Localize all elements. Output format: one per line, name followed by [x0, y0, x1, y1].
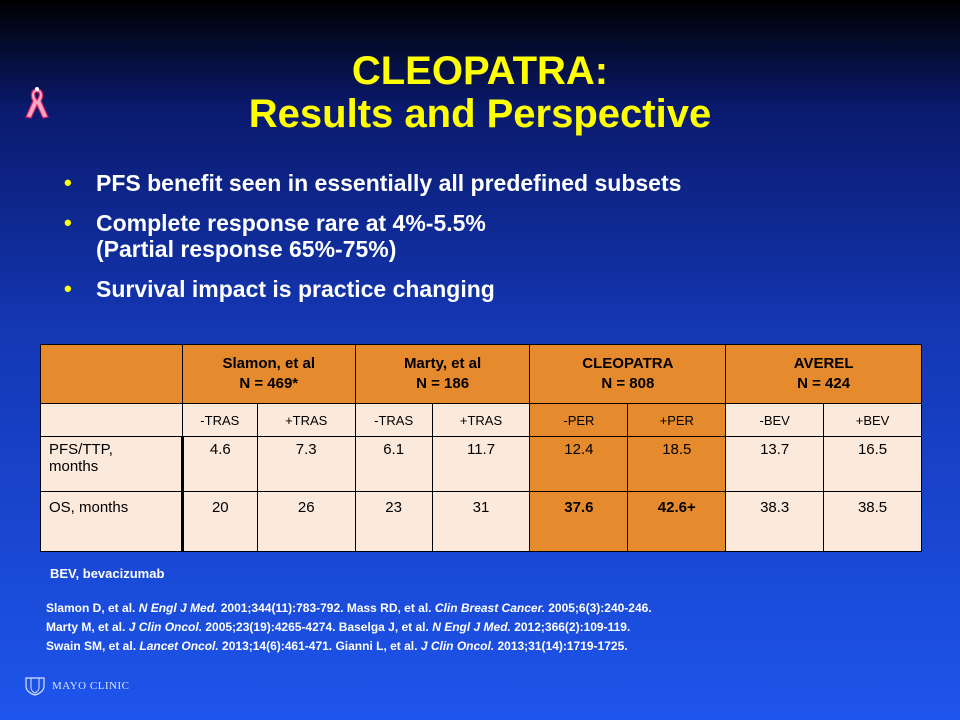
row-label: PFS/TTP, months — [40, 436, 184, 492]
bullet-text-continued: (Partial response 65%-75%) — [96, 236, 397, 262]
value-cell: 37.6 — [529, 491, 629, 552]
value-cell: 7.3 — [256, 436, 356, 492]
bullet-item: • Survival impact is practice changing — [62, 276, 942, 302]
slide-title: CLEOPATRA: Results and Perspective — [100, 50, 860, 136]
journal-name: Clin Breast Cancer. — [434, 601, 545, 615]
awareness-ribbon-icon — [25, 87, 49, 119]
reference-line: Slamon D, et al. N Engl J Med. 2001;344(… — [46, 599, 652, 618]
title-line-2: Results and Perspective — [248, 92, 712, 136]
bullet-text: Complete response rare at 4%-5.5% — [96, 210, 486, 236]
value-cell: 6.1 — [354, 436, 433, 492]
table-row: PFS/TTP, months 4.6 7.3 6.1 11.7 12.4 18.… — [40, 436, 922, 492]
journal-name: N Engl J Med. — [432, 620, 511, 634]
group-name: Slamon, et al — [222, 355, 316, 372]
value-cell: 26 — [256, 491, 356, 552]
journal-name: J Clin Oncol. — [420, 639, 495, 653]
value-cell: 38.3 — [725, 491, 825, 552]
mayo-shield-icon — [25, 677, 45, 696]
table-row: OS, months 20 26 23 31 37.6 42.6+ 38.3 3… — [40, 491, 922, 552]
references: Slamon D, et al. N Engl J Med. 2001;344(… — [46, 599, 652, 656]
group-n: N = 469* — [239, 375, 299, 392]
bullet-text: PFS benefit seen in essentially all pred… — [96, 170, 682, 196]
arm-label-cell — [40, 403, 183, 437]
arm-cell: +BEV — [823, 403, 922, 437]
logo-text: MAYO CLINIC — [52, 680, 130, 692]
arm-cell: -PER — [529, 403, 629, 437]
bullet-dot-icon: • — [64, 276, 72, 301]
row-label-line: months — [49, 458, 99, 475]
group-header-cell: AVEREL N = 424 — [725, 344, 922, 404]
arm-cell: -TRAS — [181, 403, 258, 437]
bullet-item: • Complete response rare at 4%-5.5% (Par… — [62, 210, 942, 262]
title-line-1: CLEOPATRA: — [351, 49, 609, 93]
group-name: Marty, et al — [403, 355, 482, 372]
abbreviation-note: BEV, bevacizumab — [50, 566, 165, 581]
reference-text: Swain SM, et al. — [46, 639, 140, 653]
bullet-dot-icon: • — [64, 170, 72, 195]
value-cell: 20 — [181, 491, 258, 552]
arm-header-row: -TRAS +TRAS -TRAS +TRAS -PER +PER -BEV +… — [40, 403, 922, 437]
arm-cell: +PER — [627, 403, 727, 437]
arm-cell: +TRAS — [431, 403, 531, 437]
group-n: N = 186 — [416, 375, 470, 392]
arm-cell: +TRAS — [256, 403, 356, 437]
reference-line: Marty M, et al. J Clin Oncol. 2005;23(19… — [46, 618, 652, 637]
value-cell: 31 — [431, 491, 531, 552]
value-cell: 18.5 — [627, 436, 727, 492]
journal-name: N Engl J Med. — [138, 601, 218, 615]
value-cell: 38.5 — [823, 491, 922, 552]
group-n: N = 424 — [797, 375, 851, 392]
value-cell: 13.7 — [725, 436, 825, 492]
reference-line: Swain SM, et al. Lancet Oncol. 2013;14(6… — [46, 637, 652, 656]
bullet-dot-icon: • — [64, 210, 72, 235]
mayo-clinic-logo: MAYO CLINIC — [24, 676, 130, 696]
group-header-cell: Slamon, et al N = 469* — [181, 344, 356, 404]
bullet-item: • PFS benefit seen in essentially all pr… — [62, 170, 942, 196]
value-cell: 12.4 — [529, 436, 629, 492]
arm-cell: -TRAS — [354, 403, 433, 437]
journal-name: Lancet Oncol. — [139, 639, 219, 653]
group-n: N = 808 — [601, 375, 655, 392]
table-corner-cell — [40, 344, 183, 404]
group-header-cell: Marty, et al N = 186 — [354, 344, 531, 404]
reference-text: 2001;344(11):783-792. Mass RD, et al. — [217, 601, 435, 615]
value-cell: 4.6 — [181, 436, 258, 492]
value-cell: 11.7 — [431, 436, 531, 492]
value-cell: 16.5 — [823, 436, 922, 492]
reference-text: Marty M, et al. — [46, 620, 129, 634]
reference-text: 2013;31(14):1719-1725. — [494, 639, 628, 653]
reference-text: 2012;366(2):109-119. — [510, 620, 631, 634]
results-table: Slamon, et al N = 469* Marty, et al N = 18… — [40, 344, 922, 552]
group-name: CLEOPATRA — [582, 355, 674, 372]
row-label: OS, months — [40, 491, 184, 552]
journal-name: J Clin Oncol. — [128, 620, 203, 634]
group-name: AVEREL — [793, 355, 854, 372]
reference-text: Slamon D, et al. — [46, 601, 139, 615]
reference-text: 2005;23(19):4265-4274. Baselga J, et al. — [202, 620, 433, 634]
arm-cell: -BEV — [725, 403, 825, 437]
value-cell: 23 — [354, 491, 433, 552]
value-cell: 42.6+ — [627, 491, 727, 552]
bullet-text: Survival impact is practice changing — [96, 276, 495, 302]
group-header-cell: CLEOPATRA N = 808 — [529, 344, 727, 404]
reference-text: 2005;6(3):240-246. — [544, 601, 652, 615]
table-header-row: Slamon, et al N = 469* Marty, et al N = 18… — [40, 344, 922, 404]
row-label-line: PFS/TTP, — [49, 441, 113, 458]
bullet-list: • PFS benefit seen in essentially all pr… — [62, 170, 942, 316]
reference-text: 2013;14(6):461-471. Gianni L, et al. — [218, 639, 421, 653]
row-label-line: OS, months — [49, 499, 129, 516]
